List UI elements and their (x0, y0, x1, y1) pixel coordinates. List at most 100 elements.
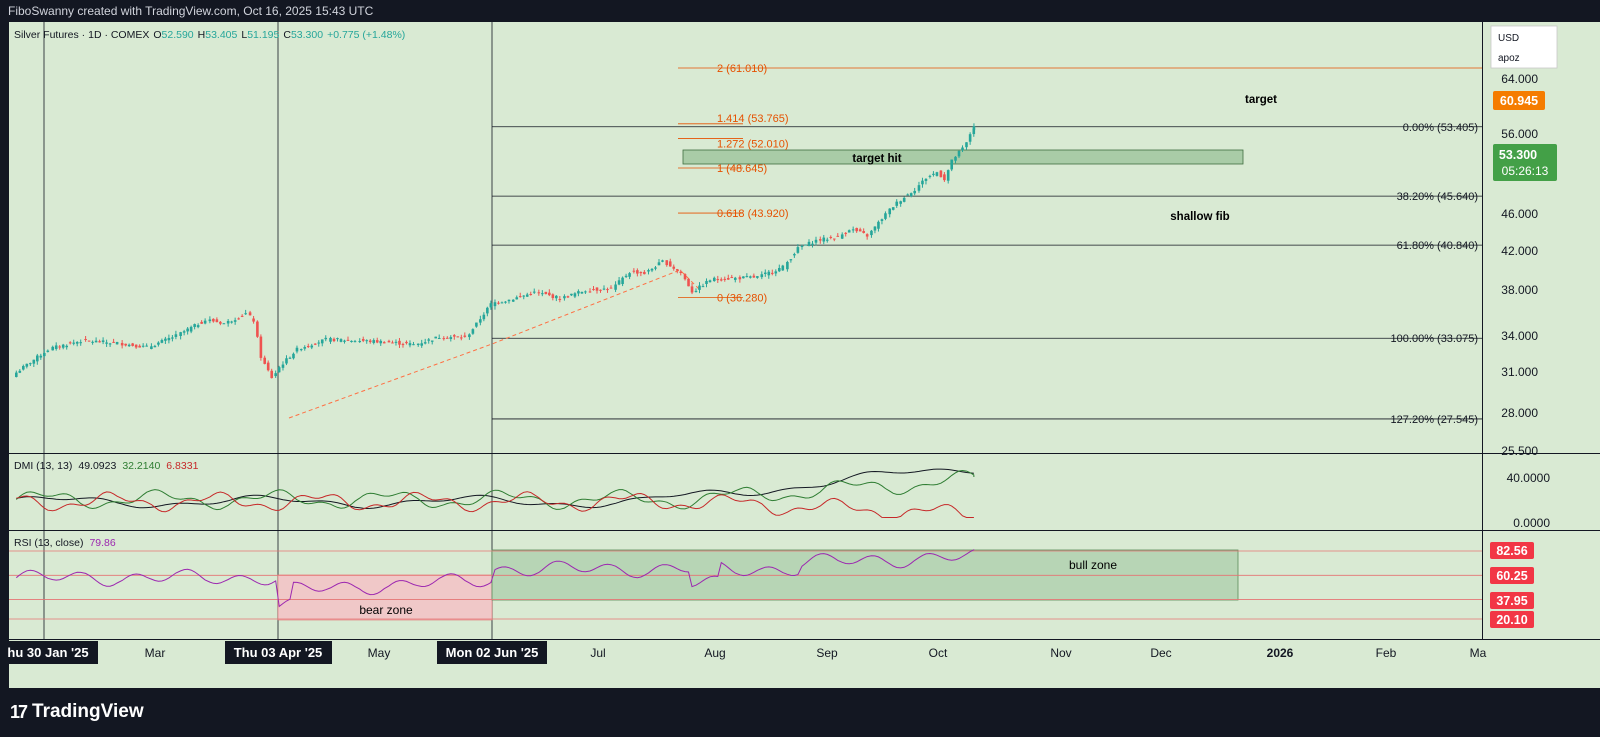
time-label: Ma (1470, 646, 1487, 660)
candle-body (763, 272, 767, 274)
candle-body (382, 342, 386, 344)
price-axis[interactable]: 64.000 56.000 46.000 42.000 38.000 34.00… (1501, 72, 1550, 530)
candle-body (138, 345, 141, 348)
time-axis[interactable]: hu 30 Jan '25 Thu 03 Apr '25 Mon 02 Jun … (0, 641, 1487, 664)
time-label: 2026 (1267, 646, 1294, 660)
candle-body (98, 341, 101, 343)
candle-body (639, 271, 643, 274)
candle-body (614, 284, 617, 290)
candle-body (420, 343, 424, 346)
scale-mode-label[interactable]: apoz (1498, 53, 1520, 64)
candle-body (233, 320, 237, 322)
candle-body (72, 342, 76, 344)
time-label: Sep (816, 646, 838, 660)
candle-body (515, 297, 519, 300)
candle-body (954, 156, 957, 161)
fib-ext-level-label: 0.618 (43.920) (717, 208, 789, 220)
bull-zone-label: bull zone (1069, 558, 1117, 572)
candle-body (654, 267, 657, 269)
candle-body (932, 173, 935, 175)
candle-body (398, 340, 401, 345)
candle-body (482, 314, 486, 320)
candle-body (844, 232, 848, 234)
candle-body (551, 294, 555, 299)
price-tick: 28.000 (1501, 406, 1538, 420)
candle-body (160, 340, 164, 343)
candle-body (939, 170, 943, 178)
candle-body (412, 344, 415, 346)
candle-body (486, 307, 489, 314)
price-tick: 56.000 (1501, 127, 1538, 141)
price-tick: 31.000 (1501, 365, 1538, 379)
dmi-adx-line (16, 468, 974, 510)
candle-body (870, 230, 873, 236)
rsi-value-line (15, 549, 975, 608)
dmi-pane-background (9, 454, 1482, 530)
candle-body (972, 128, 976, 135)
bear-zone-box[interactable] (277, 574, 493, 621)
candle-body (814, 239, 818, 243)
target-label: target (1245, 94, 1277, 106)
candle-body (317, 342, 321, 344)
candle-body (203, 320, 207, 324)
candle-body (248, 312, 252, 316)
candle-body (555, 295, 558, 299)
candle-body (745, 276, 749, 278)
tradingview-logo[interactable]: 17 TradingView (10, 700, 144, 724)
candle-body (558, 298, 562, 300)
candle-body (150, 346, 153, 350)
candle-body (434, 336, 438, 339)
time-label: Dec (1150, 646, 1171, 660)
candle-body (621, 277, 624, 285)
candle-body (471, 329, 475, 334)
candle-body (726, 278, 730, 280)
candle-body (661, 260, 664, 262)
candle-body (712, 277, 716, 282)
tradingview-brand: TradingView (32, 701, 144, 722)
candle-body (430, 340, 434, 342)
fib-retr-level-label: 61.80% (40.840) (1397, 240, 1478, 252)
tradingview-logo-icon: 17 (10, 701, 28, 722)
candle-body (906, 194, 909, 196)
candle-body (902, 197, 906, 202)
candle-body (387, 340, 391, 343)
candle-body (832, 238, 836, 240)
time-highlight-jun02-text: Mon 02 Jun '25 (446, 645, 539, 660)
rsi-tag-82-text: 82.56 (1496, 544, 1527, 558)
price-axis-background[interactable] (1483, 22, 1600, 639)
candle-body (266, 362, 270, 371)
fib-extension[interactable]: 2 (61.010) 1.414 (53.765) 1.272 (52.010) 1 … (678, 63, 1482, 304)
candle-body (774, 271, 778, 274)
candle-body (497, 302, 500, 304)
candle-body (68, 342, 72, 344)
candle-body (127, 344, 131, 347)
candle-body (811, 243, 814, 245)
candle-body (423, 342, 427, 344)
candle-body (437, 338, 441, 340)
chart-area[interactable]: bear zone bull zone target hit 2 (61.010… (0, 22, 1600, 688)
candle-body (75, 341, 79, 344)
time-label: Oct (929, 646, 948, 660)
main-pane-background (9, 22, 1482, 453)
candle-body (617, 280, 621, 285)
candle-body (719, 279, 723, 281)
candle-body (668, 261, 672, 267)
scale-settings-box[interactable] (1490, 25, 1558, 69)
fib-ext-level-label: 2 (61.010) (717, 63, 767, 75)
currency-label[interactable]: USD (1498, 33, 1519, 44)
candle-body (36, 355, 39, 362)
candle-body (972, 126, 976, 130)
candle-body (343, 340, 346, 342)
candle-body (756, 276, 759, 278)
candle-body (416, 343, 420, 346)
time-label: Mar (145, 646, 166, 660)
candle-body (563, 296, 566, 299)
candle-body (456, 336, 460, 338)
fib-retracement[interactable]: 0.00% (53.405) 38.20% (45.640) 61.80% (40.… (492, 122, 1482, 426)
price-candles[interactable] (15, 123, 976, 379)
candle-body (405, 341, 408, 344)
target-hit-box[interactable] (682, 149, 1244, 165)
candle-body (167, 337, 171, 341)
candle-body (310, 345, 314, 348)
candle-body (361, 338, 365, 341)
